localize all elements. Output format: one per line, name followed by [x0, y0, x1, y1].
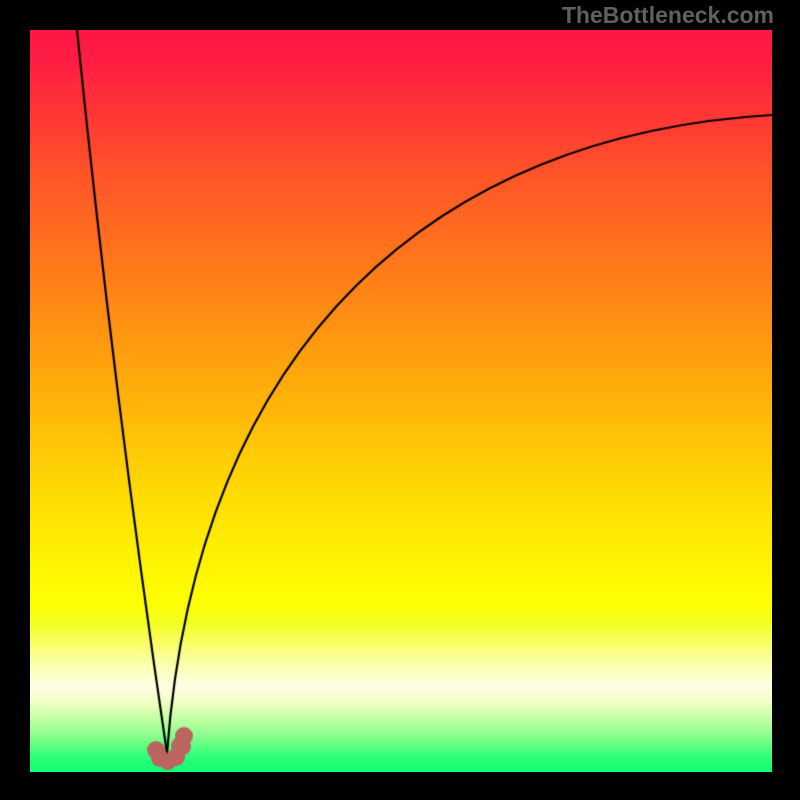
chart-canvas [30, 30, 772, 772]
chart-root: TheBottleneck.com [0, 0, 800, 800]
plot-area [30, 30, 772, 772]
attribution-label: TheBottleneck.com [562, 2, 774, 29]
